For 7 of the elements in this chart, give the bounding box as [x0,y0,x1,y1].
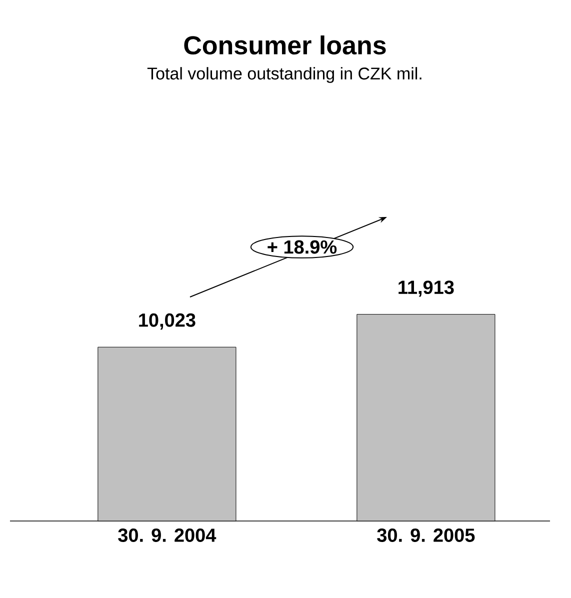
data-label: 10,023 [139,313,196,330]
chart-subtitle: Total volume outstanding in CZK mil. [147,67,422,83]
text: + 18.9% [268,240,337,254]
chart-title: Consumer loans [184,35,386,55]
x-tick-label: 30. 9. 2004 [118,528,216,542]
x-tick-label: 30. 9. 2005 [377,528,475,542]
data-label: 11,913 [398,280,454,297]
